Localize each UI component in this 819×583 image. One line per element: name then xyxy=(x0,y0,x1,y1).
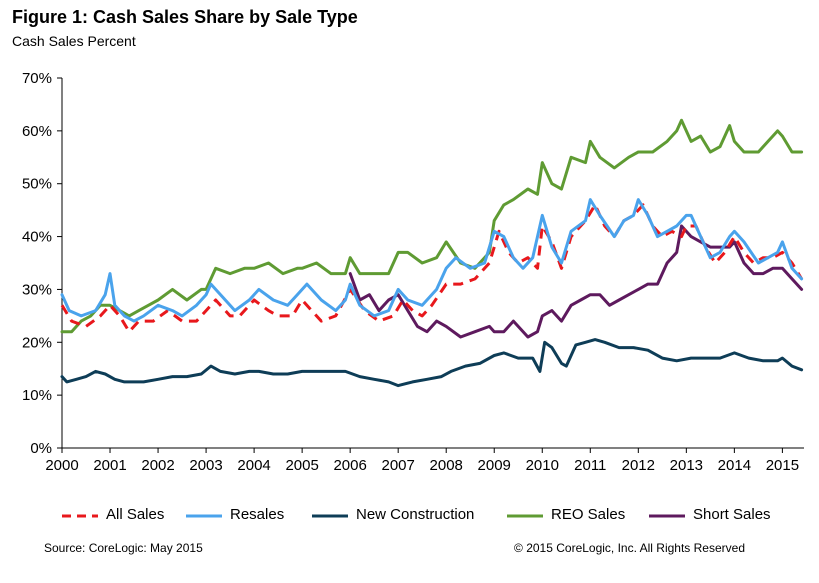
source-note: Source: CoreLogic: May 2015 xyxy=(44,541,203,555)
legend-label: All Sales xyxy=(106,506,165,523)
x-tick-label: 2012 xyxy=(622,457,655,474)
legend-swatch xyxy=(310,509,350,521)
x-tick-label: 2010 xyxy=(526,457,559,474)
x-tick-label: 2001 xyxy=(93,457,126,474)
series-line-new-construction xyxy=(60,338,804,388)
x-tick-label: 2007 xyxy=(381,457,414,474)
series-line-all-sales xyxy=(60,203,803,334)
y-tick-label: 30% xyxy=(22,281,52,298)
chart-title: Figure 1: Cash Sales Share by Sale Type xyxy=(12,7,358,27)
legend-item-new-construction: New Construction xyxy=(310,506,474,523)
series-line-reo-sales xyxy=(60,118,804,334)
legend-swatch xyxy=(647,509,687,521)
legend-swatch xyxy=(184,509,224,521)
y-tick-label: 40% xyxy=(22,229,52,246)
x-tick-label: 2011 xyxy=(574,457,606,474)
y-tick-label: 20% xyxy=(22,334,52,351)
copyright-note: © 2015 CoreLogic, Inc. All Rights Reserv… xyxy=(514,541,745,555)
legend-item-all-sales: All Sales xyxy=(60,506,164,523)
chart-legend: All Sales Resales New Construction REO Sale… xyxy=(0,506,819,530)
x-tick-label: 2009 xyxy=(478,457,511,474)
legend-item-reo-sales: REO Sales xyxy=(505,506,625,523)
legend-label: Resales xyxy=(230,506,285,523)
series-line-resales xyxy=(60,198,804,323)
chart-subtitle: Cash Sales Percent xyxy=(12,33,136,49)
x-tick-label: 2006 xyxy=(333,457,366,474)
legend-item-resales: Resales xyxy=(184,506,284,523)
y-tick-label: 0% xyxy=(30,440,52,457)
series-layer xyxy=(60,118,804,388)
legend-swatch xyxy=(60,509,100,521)
x-tick-label: 2014 xyxy=(718,457,751,474)
x-tick-label: 2015 xyxy=(766,457,799,474)
y-tick-label: 60% xyxy=(22,123,52,140)
x-tick-label: 2013 xyxy=(670,457,703,474)
y-tick-label: 10% xyxy=(22,387,52,404)
chart-axes xyxy=(57,77,804,453)
legend-label: REO Sales xyxy=(551,506,626,523)
x-tick-label: 2002 xyxy=(141,457,174,474)
legend-swatch xyxy=(505,509,545,521)
legend-label: New Construction xyxy=(356,506,475,523)
y-axis-ticks: 0% 10% 20% 30% 40% 50% 60% 70% xyxy=(22,70,52,457)
y-tick-label: 70% xyxy=(22,70,52,87)
legend-label: Short Sales xyxy=(693,506,771,523)
legend-item-short-sales: Short Sales xyxy=(647,506,771,523)
series-line-short-sales xyxy=(348,224,804,339)
x-axis-ticks: 2000 2001 2002 2003 2004 2005 2006 2007 2008 2009… xyxy=(45,457,799,474)
x-tick-label: 2003 xyxy=(189,457,222,474)
x-tick-label: 2008 xyxy=(430,457,463,474)
x-tick-label: 2005 xyxy=(285,457,318,474)
x-tick-label: 2004 xyxy=(237,457,270,474)
x-tick-label: 2000 xyxy=(45,457,78,474)
y-tick-label: 50% xyxy=(22,176,52,193)
